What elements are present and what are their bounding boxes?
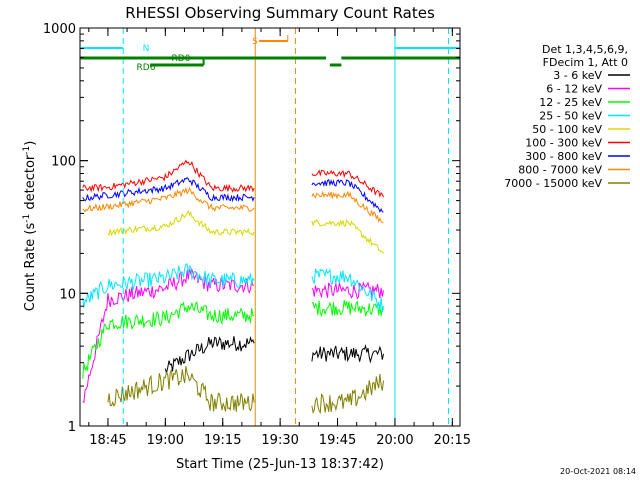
- series-0-trace-1: [311, 344, 384, 364]
- y-label-end: ): [23, 141, 38, 146]
- flag-label-s: S: [252, 37, 258, 47]
- plot-frame: [79, 27, 461, 427]
- x-tick-label: 20:00: [376, 433, 413, 448]
- y-label-sup1: -1: [22, 214, 32, 223]
- y-label-main: Count Rate (s: [23, 223, 38, 312]
- legend-label-0: 3 - 6 keV: [553, 69, 602, 82]
- legend-title-line: FDecim 1, Att 0: [543, 56, 628, 69]
- series-2-trace-1: [311, 300, 384, 318]
- series-4: [107, 209, 384, 254]
- series-5-trace-1: [311, 169, 384, 198]
- x-tick-label: 19:45: [319, 433, 356, 448]
- y-tick-label: 1: [68, 420, 76, 435]
- y-label-mid: detector: [23, 154, 38, 214]
- series-0-trace-0: [164, 335, 255, 374]
- series-2-trace-0: [82, 301, 255, 379]
- series-6: [82, 176, 384, 213]
- y-label-sup2: -1: [22, 146, 32, 155]
- x-tick-label: 20:15: [434, 433, 471, 448]
- x-tick-label: 19:15: [204, 433, 241, 448]
- x-axis-label: Start Time (25-Jun-13 18:37:42): [176, 457, 384, 472]
- legend-label-7: 800 - 7000 keV: [518, 164, 602, 177]
- flag-label-n: N: [143, 44, 150, 54]
- y-axis-label: Count Rate (s-1 detector-1): [22, 141, 38, 312]
- x-axis-ticks: 18:45 19:00 19:15 19:30 19:45 20:00 20:15: [88, 28, 471, 448]
- legend-label-3: 25 - 50 keV: [539, 110, 602, 123]
- series-5-trace-0: [82, 159, 255, 193]
- series-3-trace-0: [82, 263, 255, 308]
- x-tick-label: 18:45: [89, 433, 126, 448]
- series-4-trace-0: [107, 209, 255, 237]
- x-tick-label: 19:00: [147, 433, 184, 448]
- legend-label-8: 7000 - 15000 keV: [504, 177, 602, 190]
- series-8: [107, 366, 384, 415]
- y-tick-label: 100: [51, 155, 76, 170]
- legend-title-line: Det 1,3,4,5,6,9,: [542, 43, 628, 56]
- legend-label-4: 50 - 100 keV: [532, 123, 602, 136]
- legend: Det 1,3,4,5,6,9,FDecim 1, Att 03 - 6 keV…: [504, 43, 630, 190]
- flag-label-rd6: RD6: [137, 63, 156, 73]
- series-6-trace-0: [82, 176, 255, 203]
- series-4-trace-1: [311, 219, 384, 254]
- y-axis-ticks: 1 10 100 1000: [43, 22, 460, 435]
- x-tick-label: 19:30: [261, 433, 298, 448]
- footer-date: 20-Oct-2021 08:14: [560, 467, 636, 476]
- series-8-trace-0: [107, 366, 255, 412]
- legend-label-5: 100 - 300 keV: [525, 137, 602, 150]
- series-6-trace-1: [311, 178, 384, 213]
- legend-label-6: 300 - 800 keV: [525, 150, 602, 163]
- series-7: [82, 186, 384, 224]
- y-tick-label: 10: [59, 287, 76, 302]
- series-7-trace-1: [311, 190, 384, 224]
- legend-label-2: 12 - 25 keV: [539, 96, 602, 109]
- series-2: [82, 300, 384, 379]
- series-5: [82, 159, 384, 198]
- legend-label-1: 6 - 12 keV: [546, 83, 602, 96]
- series-3: [82, 263, 384, 313]
- flag-label-rd0: RD0: [172, 54, 191, 64]
- chart-title: RHESSI Observing Summary Count Rates: [125, 4, 435, 22]
- series-7-trace-0: [82, 186, 255, 213]
- series-0: [164, 335, 384, 374]
- plot-area: N RD0 RD6 S: [80, 28, 460, 426]
- series-3-trace-1: [311, 267, 384, 313]
- series-8-trace-1: [311, 373, 384, 415]
- y-tick-label: 1000: [43, 22, 76, 37]
